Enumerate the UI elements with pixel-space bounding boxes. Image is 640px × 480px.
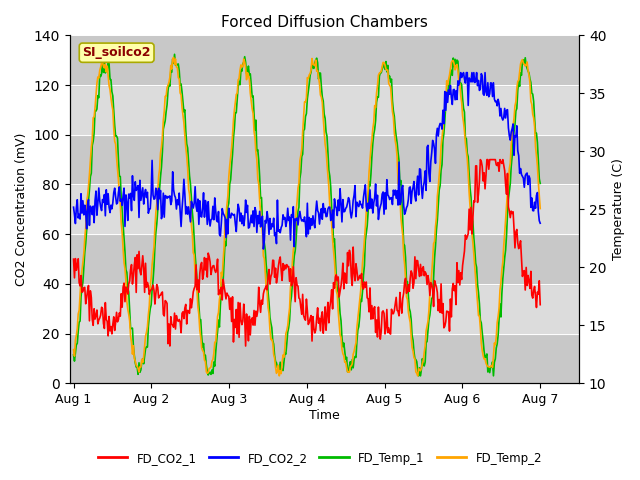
Y-axis label: CO2 Concentration (mV): CO2 Concentration (mV): [15, 132, 28, 286]
Bar: [70, 36, 579, 85]
X-axis label: Time: Time: [309, 409, 340, 422]
Text: SI_soilco2: SI_soilco2: [83, 46, 151, 59]
Bar: [70, 334, 579, 384]
Title: Forced Diffusion Chambers: Forced Diffusion Chambers: [221, 15, 428, 30]
Bar: [70, 135, 579, 184]
Bar: [70, 85, 579, 135]
Bar: [70, 184, 579, 234]
Y-axis label: Temperature (C): Temperature (C): [612, 158, 625, 260]
Bar: [70, 284, 579, 334]
Bar: [70, 234, 579, 284]
Legend: FD_CO2_1, FD_CO2_2, FD_Temp_1, FD_Temp_2: FD_CO2_1, FD_CO2_2, FD_Temp_1, FD_Temp_2: [93, 447, 547, 469]
